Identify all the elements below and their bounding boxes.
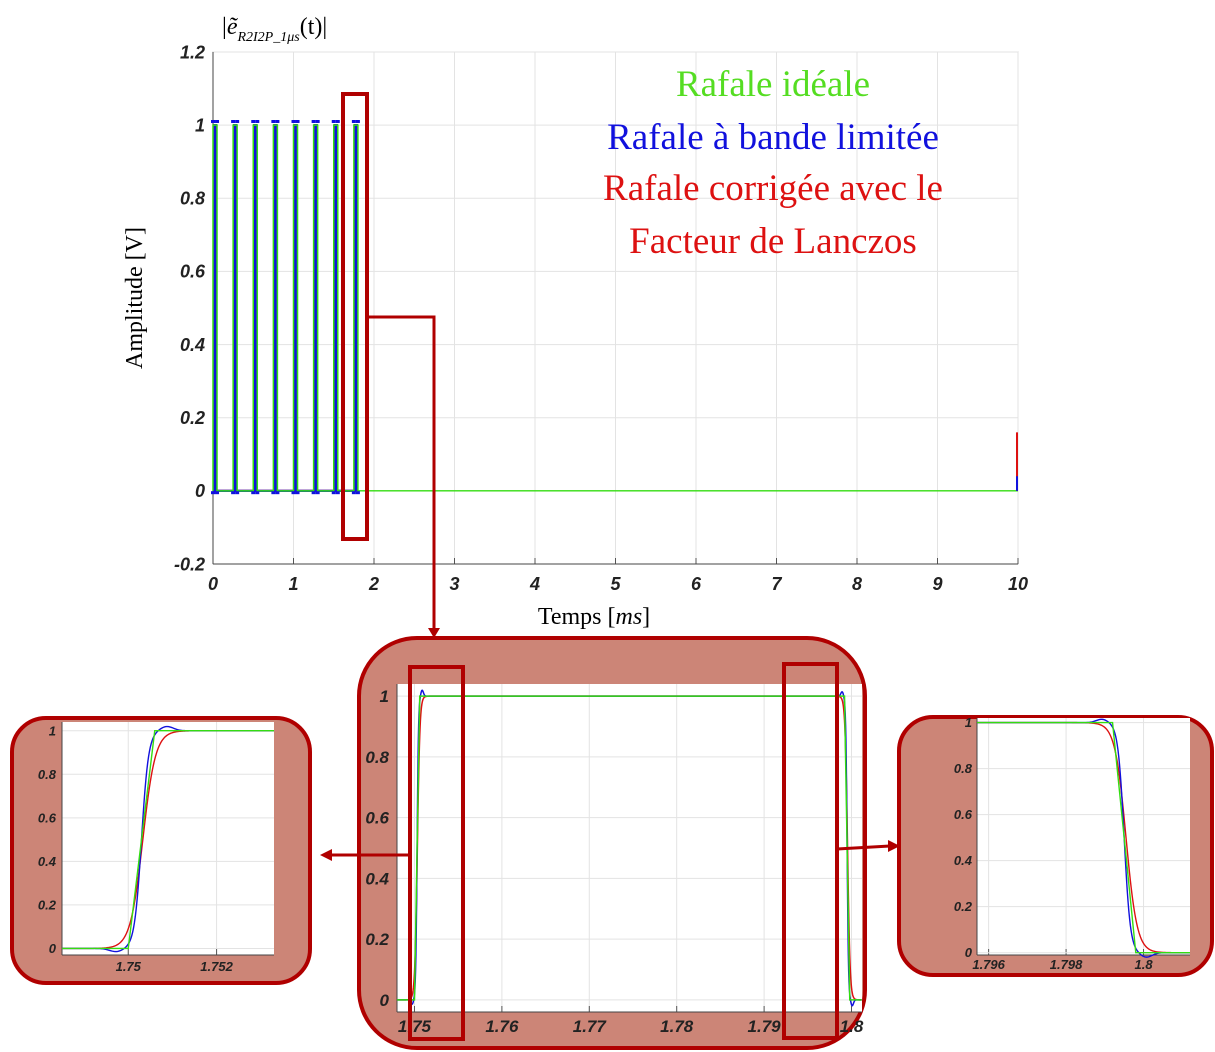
y-tick-label: 0.4 [365, 869, 389, 888]
y-tick-label: 0.2 [365, 930, 389, 949]
y-tick-label: 0.8 [180, 189, 205, 209]
x-tick-label: 1.75 [398, 1017, 432, 1036]
x-tick-label: 10 [1008, 574, 1028, 594]
x-tick-label: 8 [852, 574, 862, 594]
main-tick-labels: 0 1 2 3 4 5 6 7 8 9 10-0.200.20.40.60.811.2 [174, 42, 1028, 594]
series-ideal-line [62, 730, 274, 950]
main-series [211, 119, 1018, 495]
left-zoom-arrowhead [320, 849, 332, 861]
x-tick-label: 1.78 [660, 1017, 694, 1036]
y-tick-label: 0.6 [365, 809, 389, 828]
zoom-left-tick-labels: 1.75 1.752 0 0.2 0.4 0.6 0.8 1 [38, 723, 234, 974]
zoom-connector-line [369, 315, 436, 630]
zoom-panel-right: 1.796 1.798 1.8 0 0.2 0.4 0.6 0.8 1 [897, 715, 1214, 977]
zoom-connector-arrowhead [428, 628, 440, 638]
y-tick-label: 1 [380, 687, 389, 706]
x-tick-label: 0 [208, 574, 218, 594]
zoom-left-plot-area [62, 722, 274, 955]
y-tick-label: 0 [49, 941, 57, 956]
y-tick-label: 1 [49, 723, 56, 738]
zoom-right-series [977, 718, 1190, 958]
x-tick-label: 1.79 [748, 1017, 782, 1036]
y-tick-label: 0.2 [954, 899, 973, 914]
x-tick-label: 1.8 [840, 1017, 864, 1036]
x-tick-label: 1.76 [485, 1017, 519, 1036]
y-tick-label: 0.6 [180, 262, 206, 282]
zoom-right-tick-labels: 1.796 1.798 1.8 0 0.2 0.4 0.6 0.8 1 [954, 715, 1153, 972]
right-zoom-arrow-line [836, 844, 891, 851]
x-tick-label: 1.798 [1050, 957, 1083, 972]
zoom-right-plot-area [977, 718, 1190, 955]
legend: Rafale idéale Rafale à bande limitée Raf… [603, 64, 943, 262]
y-tick-label: 1.2 [180, 42, 205, 62]
y-tick-label: 0.4 [954, 853, 973, 868]
legend-ideal: Rafale idéale [676, 64, 870, 105]
x-tick-label: 7 [771, 574, 782, 594]
legend-corrected-line2: Facteur de Lanczos [629, 221, 917, 262]
zoom-center-right-edge-box [782, 662, 839, 1040]
y-tick-label: 0.8 [365, 748, 389, 767]
x-tick-label: 4 [529, 574, 540, 594]
y-tick-label: 0.8 [38, 767, 57, 782]
x-tick-label: 1.796 [972, 957, 1005, 972]
x-tick-label: 2 [368, 574, 379, 594]
y-tick-label: 0.4 [38, 854, 57, 869]
zoom-panel-left: 1.75 1.752 0 0.2 0.4 0.6 0.8 1 [10, 716, 312, 985]
zoom-panel-center: 1.75 1.76 1.77 1.78 1.79 1.8 0 0.2 0.4 0.6 0.8 1 [320, 636, 900, 1050]
x-axis-label: Temps [ms] [538, 604, 650, 630]
y-tick-label: 0.6 [954, 807, 973, 822]
x-tick-label: 6 [691, 574, 702, 594]
x-tick-label: 9 [932, 574, 942, 594]
legend-corrected-line1: Rafale corrigée avec le [603, 168, 943, 209]
zoom-center-tick-labels: 1.75 1.76 1.77 1.78 1.79 1.8 0 0.2 0.4 0.6 0.8 1 [365, 687, 864, 1036]
zoom-left-series [62, 725, 274, 953]
x-tick-label: 1.77 [573, 1017, 608, 1036]
series-ideal-line [977, 721, 1190, 954]
y-tick-label: 0.2 [38, 897, 57, 912]
main-plot: 0 1 2 3 4 5 6 7 8 9 10-0.200.20.40.60.811.2 |ẽR2I2… [122, 14, 1028, 638]
y-tick-label: 0 [965, 945, 973, 960]
x-tick-label: 1.75 [116, 959, 142, 974]
y-tick-label: 0.2 [180, 408, 205, 428]
right-zoom-arrowhead [888, 840, 900, 852]
x-tick-label: 1.8 [1134, 957, 1153, 972]
y-tick-label: 0 [195, 481, 205, 501]
y-tick-label: 0.6 [38, 810, 57, 825]
legend-limited: Rafale à bande limitée [607, 117, 939, 158]
x-tick-label: 5 [610, 574, 621, 594]
y-tick-label: 0 [380, 991, 390, 1010]
y-tick-label: 1 [965, 715, 972, 730]
series-ideal-line [212, 124, 359, 492]
x-tick-label: 1.752 [200, 959, 233, 974]
x-tick-label: 1 [288, 574, 298, 594]
y-tick-label: 0.4 [180, 335, 205, 355]
y-tick-label: 0.8 [954, 761, 973, 776]
zoom-highlight-box [341, 92, 369, 541]
y-axis-label: Amplitude [V] [122, 227, 148, 369]
y-tick-label: -0.2 [174, 554, 205, 574]
plot-title: |ẽR2I2P_1μs(t)| [222, 14, 327, 45]
zoom-center-plot-area [397, 684, 862, 1012]
zoom-center-left-edge-box [408, 665, 465, 1041]
x-tick-label: 3 [449, 574, 459, 594]
y-tick-label: 1 [195, 115, 205, 135]
